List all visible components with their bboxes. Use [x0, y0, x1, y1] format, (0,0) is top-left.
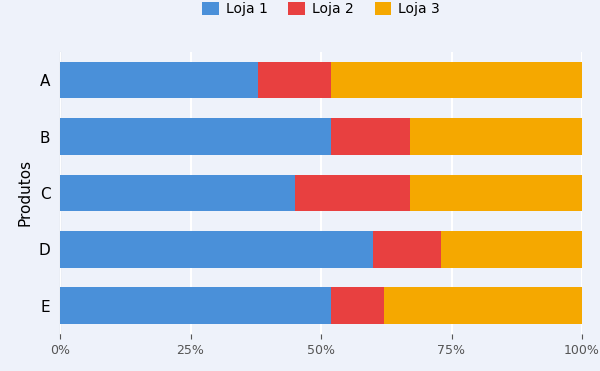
Bar: [373, 231, 441, 267]
Bar: [441, 231, 582, 267]
Legend: Loja 1, Loja 2, Loja 3: Loja 1, Loja 2, Loja 3: [197, 0, 445, 22]
Bar: [331, 118, 410, 155]
Y-axis label: Produtos: Produtos: [18, 160, 33, 226]
Bar: [331, 288, 383, 324]
Bar: [410, 118, 582, 155]
Bar: [60, 231, 373, 267]
Bar: [259, 62, 331, 98]
Bar: [60, 62, 259, 98]
Bar: [410, 175, 582, 211]
Bar: [383, 288, 582, 324]
Bar: [295, 175, 410, 211]
Bar: [60, 175, 295, 211]
Bar: [60, 118, 331, 155]
Bar: [60, 288, 331, 324]
Bar: [331, 62, 582, 98]
